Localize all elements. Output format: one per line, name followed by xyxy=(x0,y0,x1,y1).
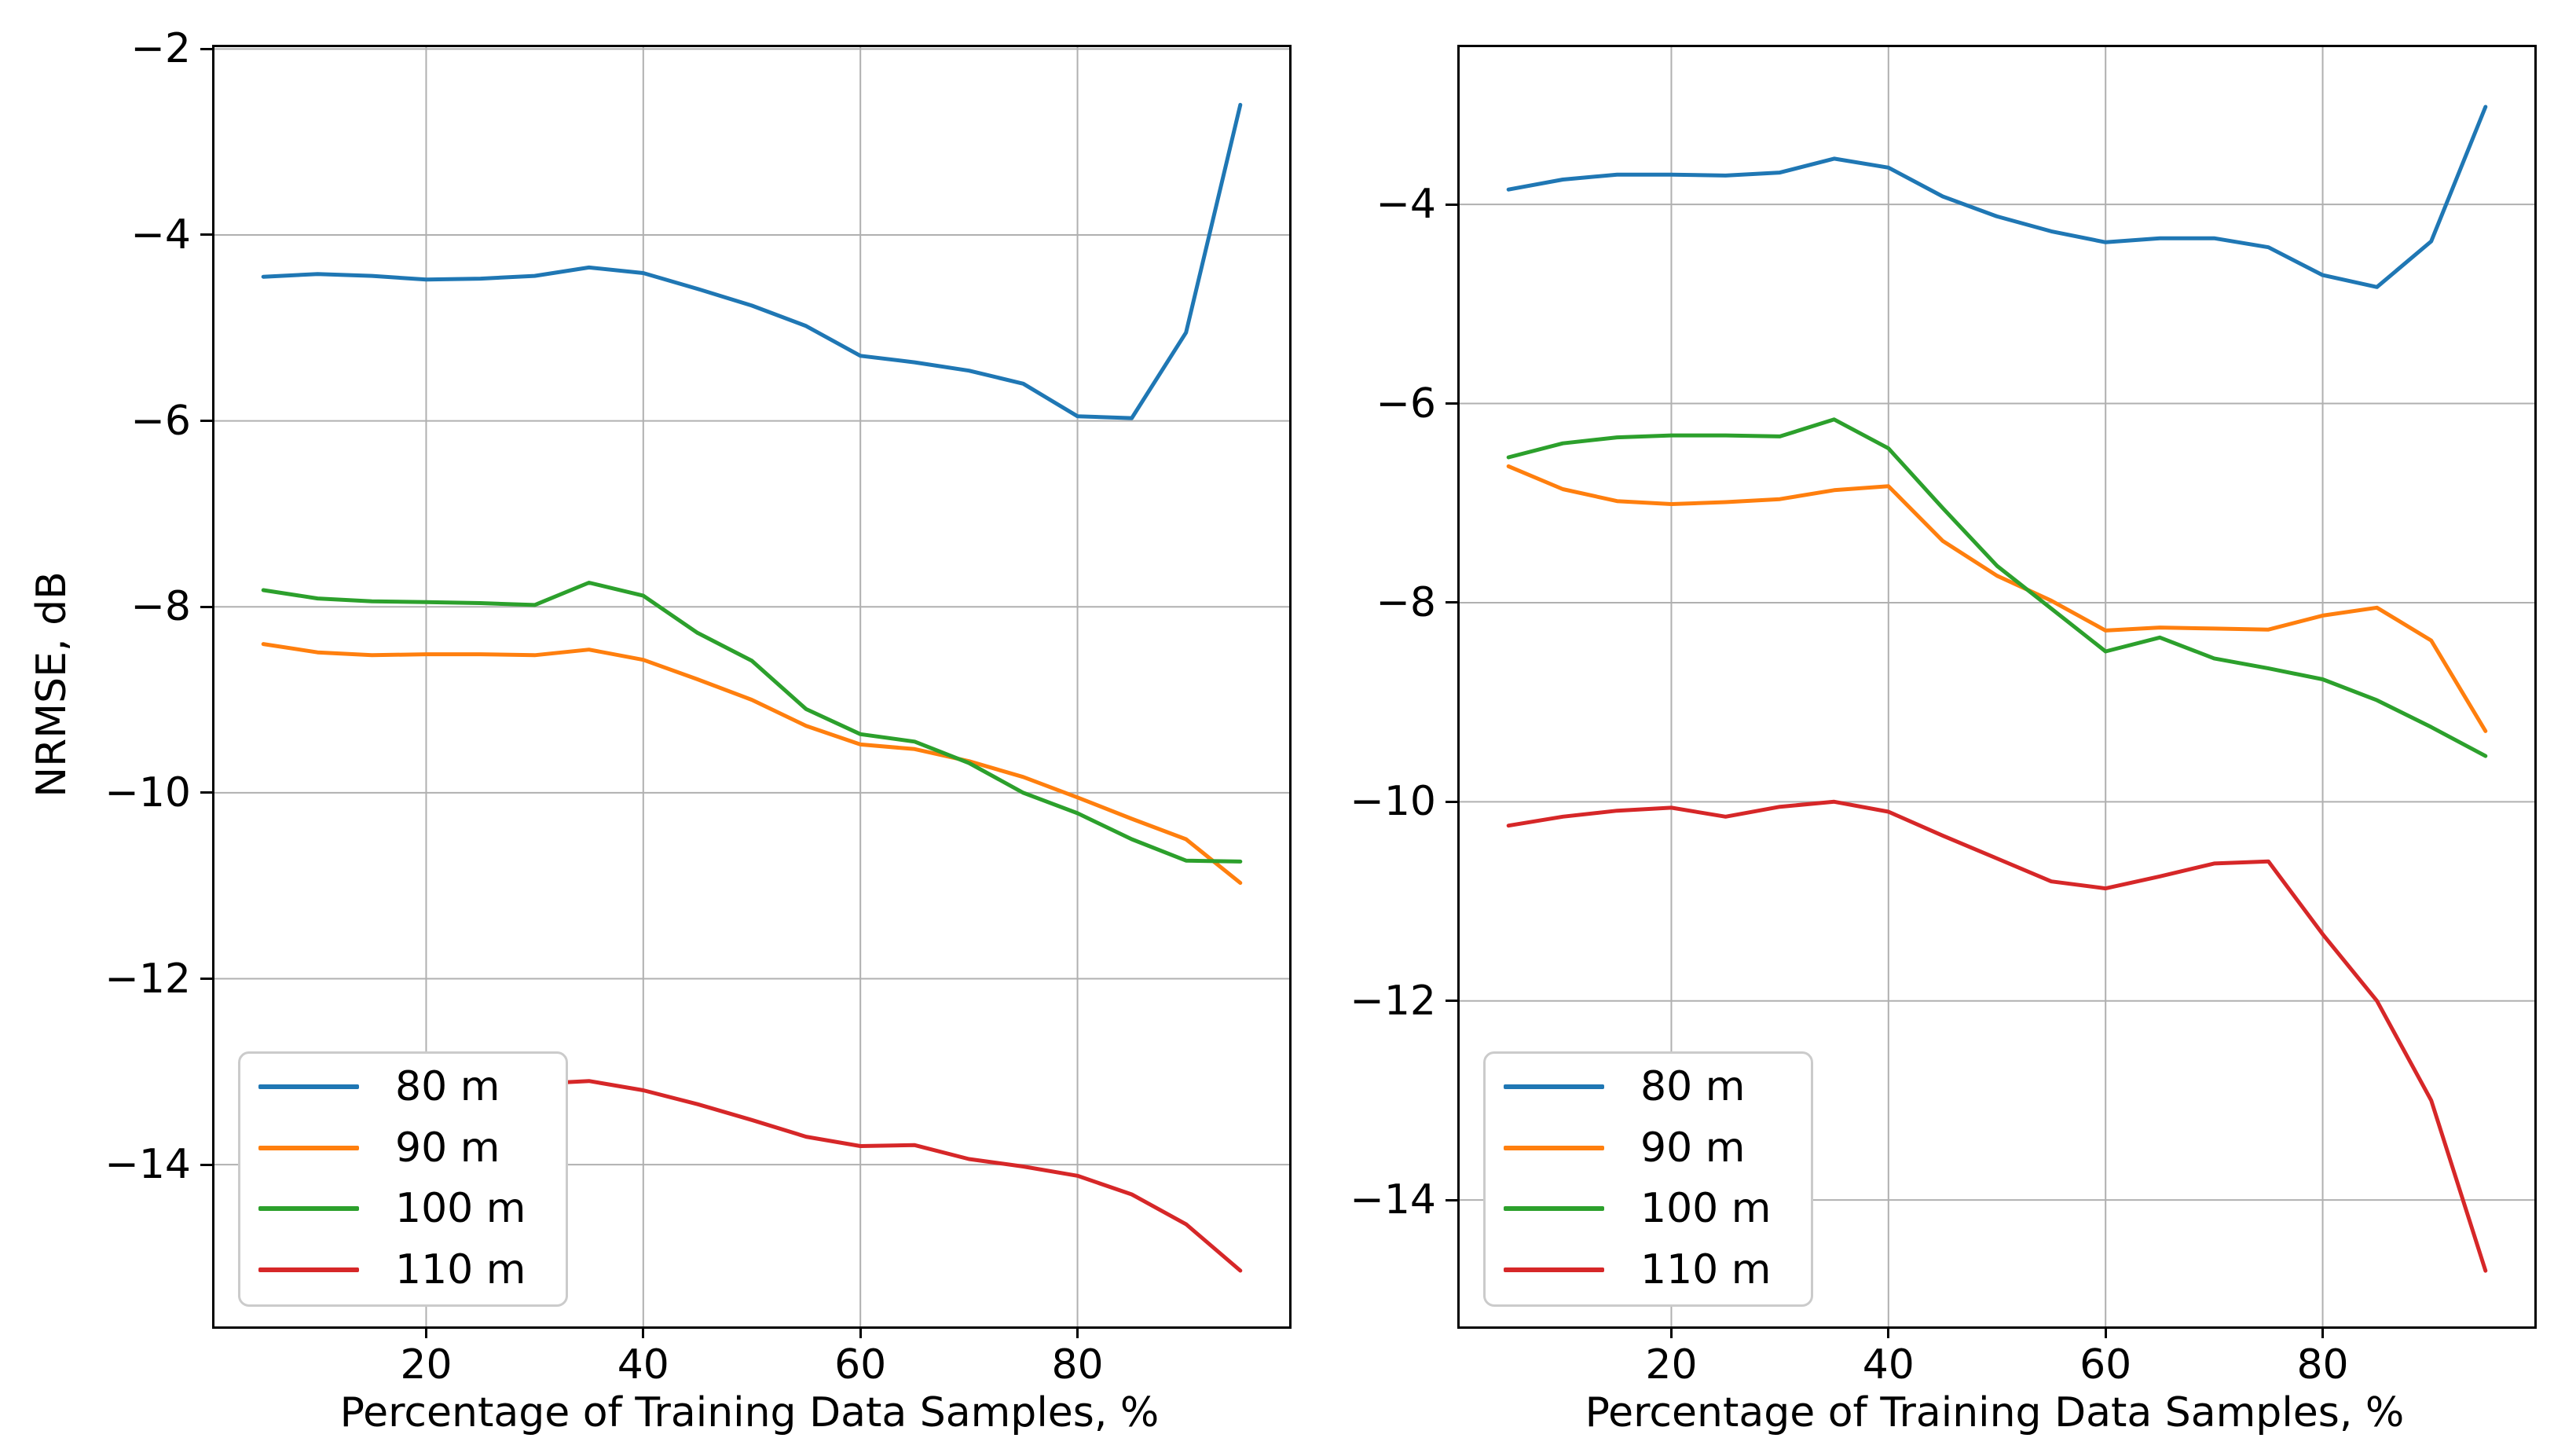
legend-item: 100 m xyxy=(1486,1185,1811,1232)
legend-item: 90 m xyxy=(240,1124,566,1172)
y-tick-mark xyxy=(1446,1198,1457,1201)
x-tick-mark xyxy=(2321,1326,2325,1338)
series-line-90m xyxy=(1506,464,2488,733)
y-tick-mark xyxy=(1446,601,1457,604)
legend-label: 100 m xyxy=(395,1185,526,1232)
x-tick-mark xyxy=(642,1326,645,1338)
x-axis-label-left: Percentage of Training Data Samples, % xyxy=(339,1389,1160,1436)
legend-item: 80 m xyxy=(1486,1063,1811,1110)
y-tick-mark xyxy=(200,420,212,423)
y-tick-mark xyxy=(200,791,212,794)
legend-label: 80 m xyxy=(395,1063,500,1110)
y-tick-label: −6 xyxy=(130,397,191,445)
x-tick-mark xyxy=(2104,1326,2107,1338)
x-tick-label: 60 xyxy=(2079,1341,2132,1388)
y-axis-label: NRMSE, dB xyxy=(28,571,75,798)
x-tick-mark xyxy=(859,1326,862,1338)
legend-item: 100 m xyxy=(240,1185,566,1232)
legend-label: 90 m xyxy=(395,1124,500,1172)
y-tick-mark xyxy=(200,47,212,50)
legend-swatch-90m xyxy=(258,1146,359,1150)
plot-area xyxy=(1460,47,2534,1326)
y-tick-mark xyxy=(1446,203,1457,206)
y-tick-label: −8 xyxy=(130,583,191,631)
legend-item: 80 m xyxy=(240,1063,566,1110)
series-line-80m xyxy=(261,102,1243,420)
x-tick-label: 40 xyxy=(617,1341,669,1388)
y-tick-label: −12 xyxy=(104,955,191,1003)
y-tick-label: −10 xyxy=(1350,778,1436,826)
y-tick-label: −12 xyxy=(1350,977,1436,1025)
x-tick-label: 40 xyxy=(1862,1341,1915,1388)
y-tick-mark xyxy=(1446,800,1457,803)
x-tick-label: 20 xyxy=(1645,1341,1698,1388)
legend-swatch-80m xyxy=(1504,1084,1604,1089)
x-tick-label: 80 xyxy=(1051,1341,1104,1388)
y-tick-mark xyxy=(200,233,212,237)
left-chart-axes: 20 40 60 80 −2 −4 −6 −8 −10 −12 −14 80 m 90 m 100 m 11… xyxy=(104,25,1292,1388)
y-tick-mark xyxy=(200,978,212,980)
legend-swatch-80m xyxy=(258,1084,359,1089)
legend-swatch-110m xyxy=(1504,1267,1604,1272)
legend-label: 100 m xyxy=(1640,1185,1772,1232)
x-tick-label: 60 xyxy=(834,1341,887,1388)
y-tick-label: −2 xyxy=(130,25,191,73)
y-tick-label: −4 xyxy=(1376,181,1436,229)
series-line-100m xyxy=(1506,417,2488,758)
right-chart-axes: 20 40 60 80 −4 −6 −8 −10 −12 −14 80 m 90 m 100 m 110 … xyxy=(1350,45,2537,1388)
y-tick-label: −14 xyxy=(104,1141,191,1189)
y-tick-label: −8 xyxy=(1376,578,1436,626)
x-tick-mark xyxy=(1887,1326,1890,1338)
legend-item: 110 m xyxy=(1486,1246,1811,1293)
legend-item: 110 m xyxy=(240,1246,566,1293)
legend-swatch-100m xyxy=(1504,1206,1604,1211)
y-tick-mark xyxy=(200,605,212,608)
legend: 80 m 90 m 100 m 110 m xyxy=(238,1051,568,1307)
series-line-110m xyxy=(1506,799,2488,1273)
legend-swatch-100m xyxy=(258,1206,359,1211)
legend-item: 90 m xyxy=(1486,1124,1811,1172)
y-tick-mark xyxy=(1446,1000,1457,1003)
x-tick-mark xyxy=(424,1326,427,1338)
x-tick-label: 80 xyxy=(2296,1341,2349,1388)
legend-swatch-90m xyxy=(1504,1146,1604,1150)
y-tick-label: −4 xyxy=(130,211,191,259)
y-tick-mark xyxy=(1446,402,1457,405)
legend: 80 m 90 m 100 m 110 m xyxy=(1483,1051,1813,1307)
series-line-90m xyxy=(261,642,1243,886)
legend-label: 90 m xyxy=(1640,1124,1746,1172)
x-tick-mark xyxy=(1076,1326,1079,1338)
series-line-100m xyxy=(261,581,1243,864)
legend-label: 80 m xyxy=(1640,1063,1746,1110)
legend-label: 110 m xyxy=(1640,1246,1772,1293)
y-tick-label: −10 xyxy=(104,769,191,816)
legend-swatch-110m xyxy=(258,1267,359,1272)
legend-label: 110 m xyxy=(395,1246,526,1293)
y-tick-label: −6 xyxy=(1376,380,1436,427)
x-tick-label: 20 xyxy=(400,1341,453,1388)
x-axis-label-right: Percentage of Training Data Samples, % xyxy=(1585,1389,2405,1436)
y-tick-label: −14 xyxy=(1350,1176,1436,1224)
x-tick-mark xyxy=(1669,1326,1673,1338)
series-line-80m xyxy=(1506,105,2488,289)
y-tick-mark xyxy=(200,1163,212,1166)
